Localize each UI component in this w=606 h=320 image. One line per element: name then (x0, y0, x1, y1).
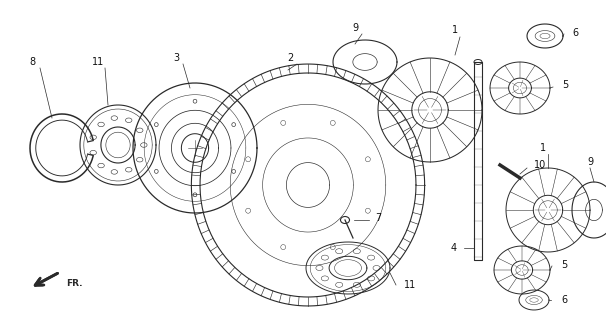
Text: 6: 6 (572, 28, 578, 38)
Text: 10: 10 (534, 160, 546, 170)
Text: 11: 11 (92, 57, 104, 67)
Text: 6: 6 (561, 295, 567, 305)
Text: 4: 4 (451, 243, 457, 253)
Text: 3: 3 (173, 53, 179, 63)
Text: 9: 9 (587, 157, 593, 167)
Text: 1: 1 (540, 143, 546, 153)
Text: 11: 11 (404, 280, 416, 290)
Text: 9: 9 (352, 23, 358, 33)
Text: 7: 7 (375, 213, 381, 223)
Text: 5: 5 (562, 80, 568, 90)
Text: 8: 8 (29, 57, 35, 67)
Text: FR.: FR. (66, 279, 82, 289)
Text: 5: 5 (561, 260, 567, 270)
Text: 2: 2 (287, 53, 293, 63)
Text: 1: 1 (452, 25, 458, 35)
